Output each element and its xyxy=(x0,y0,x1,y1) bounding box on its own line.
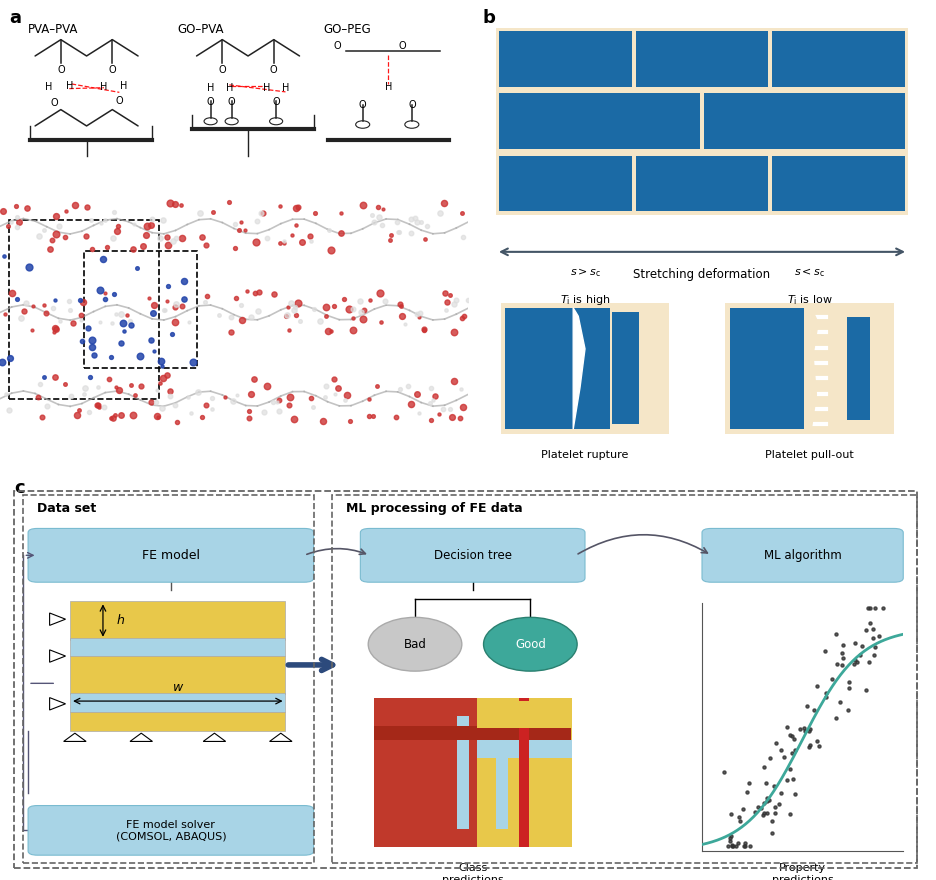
Polygon shape xyxy=(203,733,226,742)
FancyBboxPatch shape xyxy=(28,528,314,583)
Text: Property
predictions: Property predictions xyxy=(772,863,833,880)
Text: PVA–PVA: PVA–PVA xyxy=(28,23,79,36)
Text: FE model solver
(COMSOL, ABAQUS): FE model solver (COMSOL, ABAQUS) xyxy=(115,819,227,841)
Text: O: O xyxy=(227,97,236,106)
Text: O: O xyxy=(57,65,65,76)
Text: GO–PEG: GO–PEG xyxy=(323,23,371,36)
Text: $T_{\rm i}$ is high: $T_{\rm i}$ is high xyxy=(560,293,610,307)
Bar xyxy=(476,740,572,758)
Bar xyxy=(501,303,669,434)
Polygon shape xyxy=(50,698,66,710)
Text: O: O xyxy=(218,65,227,76)
Text: Class
predictions: Class predictions xyxy=(442,863,504,880)
Bar xyxy=(70,693,285,712)
Text: O: O xyxy=(408,100,416,110)
Bar xyxy=(476,701,572,728)
Text: b: b xyxy=(482,10,495,27)
Text: O: O xyxy=(333,41,341,51)
Polygon shape xyxy=(50,613,66,626)
Bar xyxy=(70,712,285,731)
Text: FE model: FE model xyxy=(142,549,199,561)
Text: GO–PVA: GO–PVA xyxy=(178,23,225,36)
Bar xyxy=(519,698,529,847)
Text: Good: Good xyxy=(515,638,546,650)
Bar xyxy=(847,317,870,420)
Text: $s < s_{\rm c}$: $s < s_{\rm c}$ xyxy=(794,266,826,279)
Bar xyxy=(725,303,894,434)
Bar xyxy=(771,156,905,211)
Text: H: H xyxy=(226,83,233,92)
Text: O: O xyxy=(207,97,214,106)
Text: O: O xyxy=(399,41,406,51)
Bar xyxy=(500,32,633,87)
Text: ML processing of FE data: ML processing of FE data xyxy=(346,502,523,515)
Text: H: H xyxy=(385,82,392,92)
Text: Bad: Bad xyxy=(403,638,427,650)
Polygon shape xyxy=(270,733,292,742)
Text: O: O xyxy=(358,100,367,110)
Bar xyxy=(505,308,573,429)
Text: H: H xyxy=(207,83,214,92)
Bar xyxy=(70,601,285,640)
Text: ML algorithm: ML algorithm xyxy=(764,549,841,561)
Bar xyxy=(70,656,285,694)
Text: c: c xyxy=(14,479,24,497)
Bar xyxy=(70,638,285,656)
Text: H: H xyxy=(100,82,108,92)
Text: a: a xyxy=(9,10,22,27)
Text: Platelet rupture: Platelet rupture xyxy=(541,450,629,460)
Ellipse shape xyxy=(368,618,461,671)
Polygon shape xyxy=(64,733,86,742)
Bar xyxy=(636,156,768,211)
FancyBboxPatch shape xyxy=(28,805,314,855)
Text: O: O xyxy=(270,65,278,76)
Text: $T_{\rm i}$ is low: $T_{\rm i}$ is low xyxy=(787,293,832,307)
Bar xyxy=(374,726,571,740)
Text: O: O xyxy=(50,98,58,108)
Bar xyxy=(500,93,700,149)
Bar xyxy=(457,716,469,829)
FancyBboxPatch shape xyxy=(360,528,585,583)
Text: O: O xyxy=(272,97,280,106)
Text: Decision tree: Decision tree xyxy=(433,549,512,561)
Text: H: H xyxy=(66,81,73,91)
Polygon shape xyxy=(812,308,818,429)
Text: H: H xyxy=(263,83,271,92)
Text: H: H xyxy=(282,83,289,92)
Text: O: O xyxy=(109,65,116,76)
Bar xyxy=(496,28,908,215)
Text: h: h xyxy=(117,614,124,627)
Bar xyxy=(476,698,572,847)
FancyBboxPatch shape xyxy=(702,528,903,583)
Bar xyxy=(374,698,571,847)
Text: H: H xyxy=(46,82,52,92)
Bar xyxy=(496,716,508,829)
Polygon shape xyxy=(573,308,585,429)
Text: w: w xyxy=(173,681,183,693)
Bar xyxy=(500,156,633,211)
Text: Stretching deformation: Stretching deformation xyxy=(634,268,770,282)
Bar xyxy=(704,93,905,149)
Polygon shape xyxy=(50,649,66,663)
Text: Platelet pull-out: Platelet pull-out xyxy=(766,450,854,460)
Bar xyxy=(636,32,768,87)
Bar xyxy=(771,32,905,87)
Text: Data set: Data set xyxy=(37,502,96,515)
Text: H: H xyxy=(121,81,127,91)
Ellipse shape xyxy=(484,618,578,671)
Bar xyxy=(612,312,639,424)
Bar xyxy=(730,308,804,429)
Text: O: O xyxy=(115,96,124,106)
Bar xyxy=(573,308,610,429)
Text: $s > s_{\rm c}$: $s > s_{\rm c}$ xyxy=(569,266,601,279)
Polygon shape xyxy=(130,733,153,742)
